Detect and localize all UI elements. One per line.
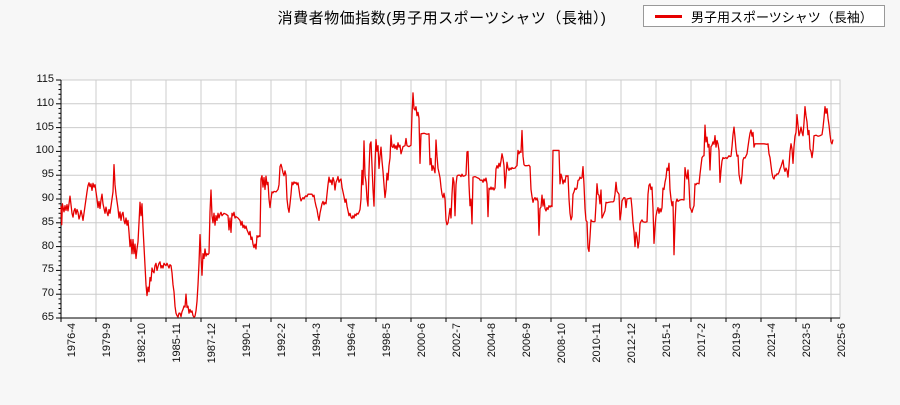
y-axis-label: 90 — [41, 192, 54, 204]
legend-series-label: 男子用スポーツシャツ（長袖） — [691, 9, 873, 25]
legend-box: 男子用スポーツシャツ（長袖） — [643, 5, 885, 27]
y-axis-label: 75 — [41, 263, 54, 276]
x-axis-label: 2017-2 — [695, 323, 708, 358]
x-axis-label: 2010-11 — [590, 323, 603, 363]
x-axis-label: 2015-1 — [660, 323, 673, 358]
x-axis-label: 2019-3 — [730, 323, 743, 358]
x-axis-label: 1987-12 — [205, 323, 218, 364]
price-line — [60, 92, 834, 318]
y-axis-label: 70 — [41, 287, 54, 300]
x-axis-label: 1998-5 — [380, 323, 393, 358]
y-axis-label: 115 — [36, 73, 54, 85]
x-axis-label: 2000-6 — [415, 323, 428, 358]
x-axis-label: 2021-4 — [765, 323, 778, 358]
y-axis-label: 65 — [41, 311, 54, 323]
y-axis-label: 95 — [41, 168, 54, 181]
x-axis-label: 2004-8 — [485, 323, 498, 358]
x-axis-label: 2002-7 — [450, 323, 463, 358]
x-axis-label: 1990-1 — [240, 323, 253, 358]
x-axis-label: 1976-4 — [65, 323, 78, 358]
chart-title: 消費者物価指数(男子用スポーツシャツ（長袖）) — [277, 10, 607, 27]
x-axis-label: 1982-10 — [135, 323, 148, 364]
y-axis-label: 100 — [35, 144, 54, 157]
y-axis-label: 105 — [35, 120, 54, 133]
x-axis-label: 1994-3 — [310, 323, 323, 358]
x-axis-label: 2006-9 — [520, 323, 533, 358]
y-axis-label: 80 — [41, 239, 54, 252]
y-axis-label: 85 — [41, 215, 54, 228]
y-axis-label: 110 — [36, 96, 54, 109]
legend-line-sample-icon — [655, 14, 682, 18]
x-axis-label: 1979-9 — [100, 323, 113, 358]
x-axis-label: 1985-11 — [170, 323, 183, 363]
x-axis-label: 1996-4 — [345, 323, 358, 358]
x-axis-label: 2025-6 — [835, 323, 848, 358]
x-axis-label: 2008-10 — [555, 323, 568, 364]
x-axis-label: 2012-12 — [625, 323, 638, 364]
x-axis-label: 2023-5 — [800, 323, 813, 358]
x-axis-label: 1992-2 — [275, 323, 288, 358]
